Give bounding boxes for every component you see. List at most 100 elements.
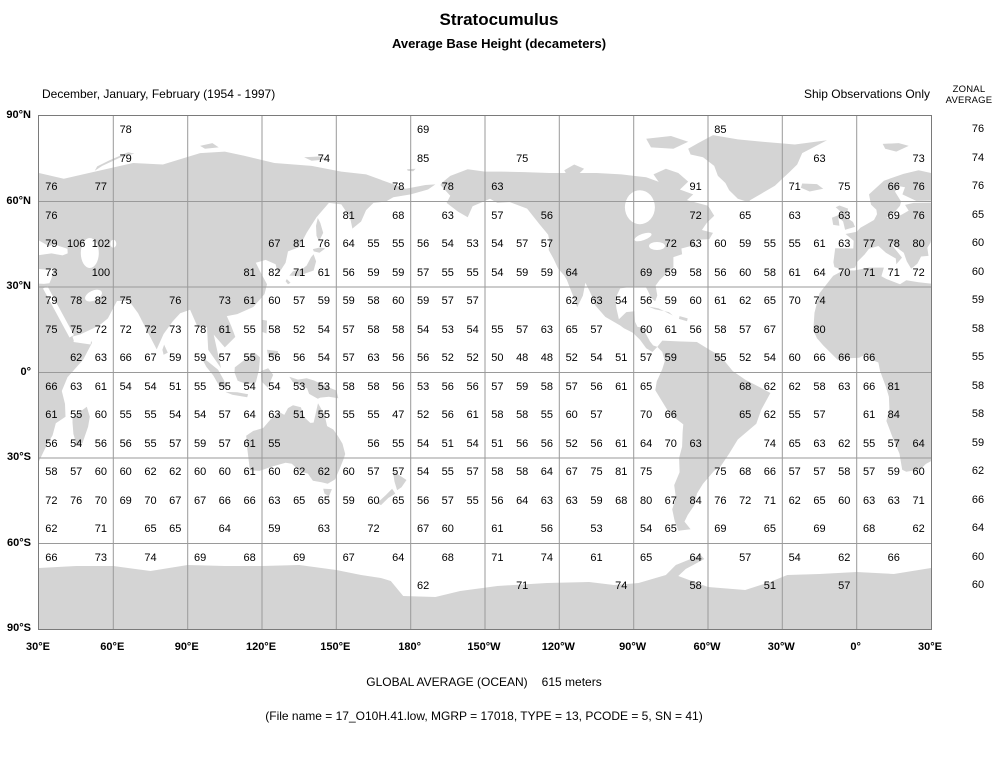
grid-value: 62 [565,295,578,308]
grid-value: 66 [862,352,876,365]
grid-value: 63 [838,209,851,222]
grid-value: 51 [491,437,504,450]
graticule [39,116,931,629]
grid-value: 60 [912,466,925,479]
grid-value: 64 [342,238,355,251]
grid-value: 64 [516,494,529,507]
landmass-eurasia-east-africa [39,151,436,462]
grid-value: 63 [268,409,281,422]
island-new-zealand-north [392,470,407,491]
grid-value: 76 [317,238,331,251]
island-borneo [234,352,260,385]
lat-label: 60°N [6,194,31,207]
grid-value: 66 [45,551,58,564]
grid-value: 61 [243,466,256,479]
grid-value: 69 [813,523,826,536]
grid-value: 54 [466,323,479,336]
grid-value: 56 [367,437,380,450]
grid-value: 74 [813,295,826,308]
grid-value: 59 [342,494,355,507]
grid-value: 66 [813,352,826,365]
grid-value: 52 [565,352,578,365]
grid-value: 53 [590,523,603,536]
grid-value: 60 [838,494,851,507]
grid-value: 73 [912,152,925,165]
grid-value: 72 [739,494,752,507]
grid-value: 59 [317,295,331,308]
grid-value: 54 [590,352,603,365]
grid-value: 55 [367,409,380,422]
grid-value: 61 [615,437,628,450]
grid-value: 48 [516,352,529,365]
grid-value: 100 [91,266,111,279]
grid-value: 65 [739,409,752,422]
grid-value: 59 [516,266,529,279]
grid-value: 55 [119,409,132,422]
grid-value: 57 [540,238,554,251]
grid-value: 58 [367,380,380,393]
grid-value: 57 [169,437,182,450]
lat-label: 60°S [7,536,31,549]
grid-value: 75 [714,466,727,479]
grid-value: 52 [466,352,479,365]
grid-value: 58 [689,580,702,593]
grid-value: 61 [466,409,479,422]
grid-value: 65 [293,494,306,507]
grid-value: 71 [887,266,900,279]
grid-value: 62 [912,523,925,536]
grid-value: 66 [887,181,900,194]
grid-value: 55 [218,380,231,393]
grid-value: 56 [392,352,405,365]
grid-value: 61 [317,266,331,279]
grid-value: 102 [91,238,111,251]
grid-value: 91 [689,181,702,194]
lon-label: 120°E [245,641,277,653]
grid-value: 74 [763,437,777,450]
grid-value: 69 [193,551,207,564]
zonal-average-value: 60 [971,265,985,278]
zonal-average-value: 60 [971,579,985,592]
grid-value: 60 [268,295,281,308]
grid-value: 58 [763,266,777,279]
grid-value: 68 [739,466,752,479]
grid-value: 62 [169,466,182,479]
grid-value: 81 [243,266,256,279]
grid-value: 76 [169,295,182,308]
grid-value: 60 [193,466,207,479]
grid-value: 65 [664,523,677,536]
grid-value: 59 [590,494,603,507]
zonal-average-value: 58 [971,408,985,421]
red-sea [43,286,74,338]
grid-value: 77 [94,181,108,194]
grid-value: 73 [94,551,108,564]
grid-value: 60 [94,409,108,422]
grid-value: 70 [94,494,108,507]
grid-value: 58 [516,466,529,479]
island-mindanao [267,349,279,357]
grid-value: 67 [144,352,157,365]
grid-value: 63 [862,494,876,507]
landmass-africa-west [813,267,931,472]
grid-value: 66 [243,494,256,507]
grid-value: 54 [416,466,430,479]
grid-value: 60 [441,523,454,536]
grid-value: 67 [193,494,207,507]
grid-value: 53 [466,238,479,251]
grid-value: 57 [342,352,355,365]
lon-label: 30°E [918,641,942,653]
grid-value: 68 [739,380,752,393]
grid-value: 60 [342,466,355,479]
grid-value: 57 [218,409,231,422]
grid-value: 106 [67,238,86,251]
grid-value: 59 [664,295,677,308]
grid-value: 57 [392,466,405,479]
grid-value: 57 [590,323,603,336]
grid-value: 57 [466,466,479,479]
zonal-average-value: 76 [971,180,985,193]
hudson-bay [624,190,655,225]
island-luzon [262,319,267,334]
grid-value: 60 [714,238,727,251]
grid-value: 76 [70,494,83,507]
grid-value: 69 [714,523,727,536]
grid-value: 56 [342,266,355,279]
